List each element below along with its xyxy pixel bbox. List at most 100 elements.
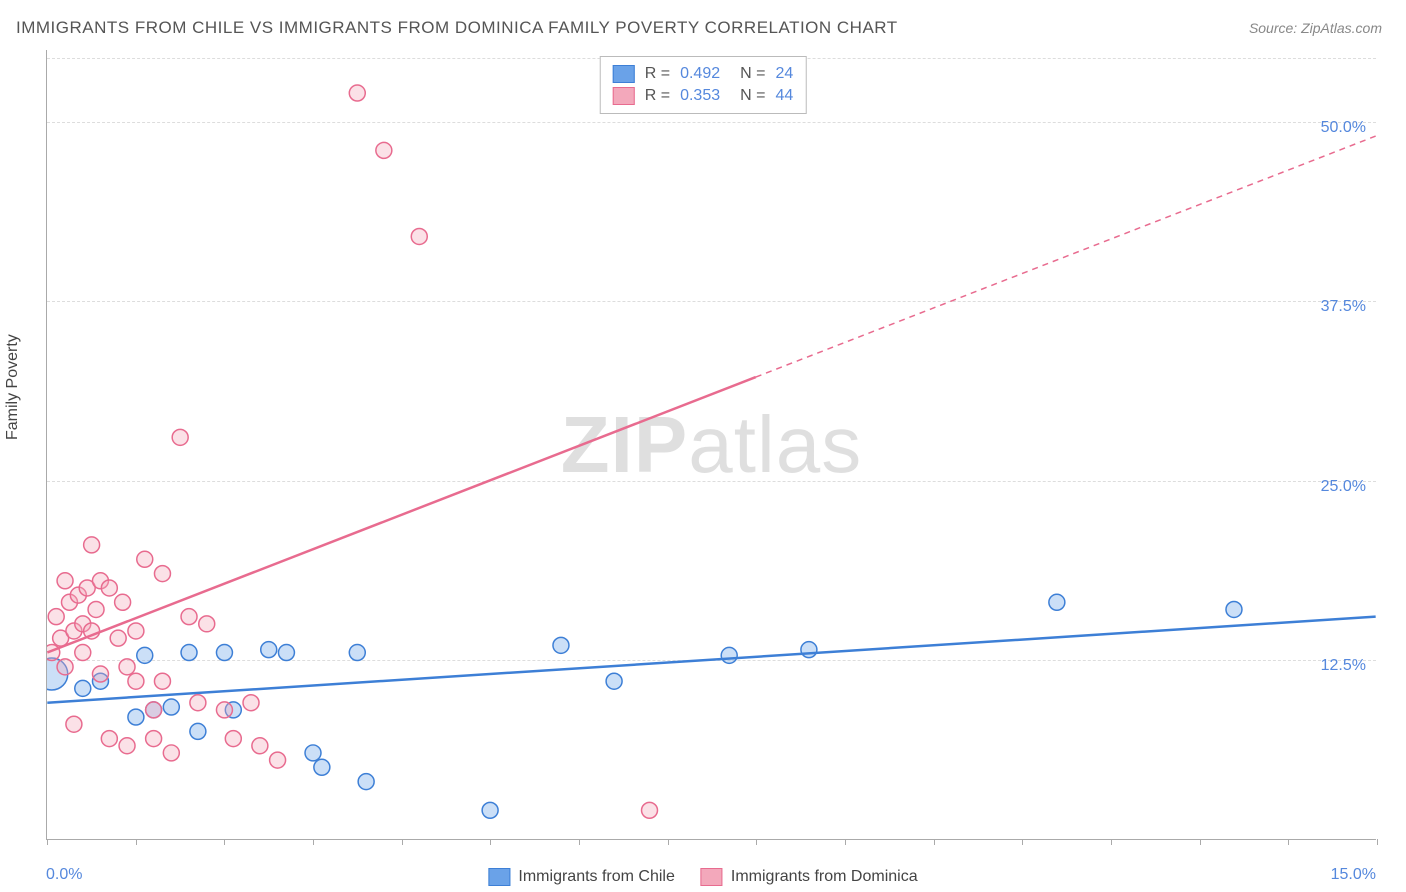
data-point [261, 642, 277, 658]
legend-r-label: R = [645, 65, 670, 83]
data-point [181, 645, 197, 661]
legend-n-label: N = [740, 65, 765, 83]
y-axis-title: Family Poverty [4, 334, 22, 440]
trend-line-extrapolated [756, 136, 1376, 377]
correlation-legend: R = 0.492 N = 24 R = 0.353 N = 44 [600, 56, 807, 114]
legend-series-item: Immigrants from Chile [488, 868, 674, 886]
data-point [48, 609, 64, 625]
x-axis-max-label: 15.0% [1331, 866, 1376, 884]
x-tick [402, 839, 403, 845]
data-point [163, 699, 179, 715]
data-point [172, 429, 188, 445]
data-point [128, 673, 144, 689]
legend-correlation-row: R = 0.353 N = 44 [613, 85, 794, 107]
chart-title: IMMIGRANTS FROM CHILE VS IMMIGRANTS FROM… [16, 18, 898, 38]
data-point [101, 731, 117, 747]
plot-area: ZIPatlas 12.5%25.0%37.5%50.0% [46, 50, 1376, 840]
x-tick [845, 839, 846, 845]
data-point [606, 673, 622, 689]
data-point [721, 647, 737, 663]
chart-svg [47, 50, 1376, 839]
data-point [101, 580, 117, 596]
x-axis-min-label: 0.0% [46, 866, 82, 884]
data-point [225, 731, 241, 747]
x-tick [1022, 839, 1023, 845]
data-point [88, 601, 104, 617]
legend-swatch [613, 65, 635, 83]
legend-swatch [488, 868, 510, 886]
data-point [243, 695, 259, 711]
data-point [376, 142, 392, 158]
data-point [642, 802, 658, 818]
data-point [553, 637, 569, 653]
data-point [146, 731, 162, 747]
x-tick [1288, 839, 1289, 845]
data-point [190, 723, 206, 739]
series-legend: Immigrants from Chile Immigrants from Dom… [488, 868, 917, 886]
data-point [137, 551, 153, 567]
data-point [349, 645, 365, 661]
data-point [163, 745, 179, 761]
legend-series-item: Immigrants from Dominica [701, 868, 918, 886]
trend-line [47, 617, 1375, 703]
x-tick [136, 839, 137, 845]
data-point [314, 759, 330, 775]
data-point [75, 645, 91, 661]
data-point [278, 645, 294, 661]
legend-r-value: 0.353 [680, 87, 720, 105]
data-point [146, 702, 162, 718]
source-attribution: Source: ZipAtlas.com [1249, 20, 1382, 36]
x-tick [1200, 839, 1201, 845]
data-point [128, 709, 144, 725]
data-point [199, 616, 215, 632]
data-point [482, 802, 498, 818]
legend-r-value: 0.492 [680, 65, 720, 83]
data-point [181, 609, 197, 625]
legend-n-value: 24 [775, 65, 793, 83]
x-tick [47, 839, 48, 845]
trend-line [47, 377, 755, 652]
legend-n-value: 44 [775, 87, 793, 105]
data-point [119, 738, 135, 754]
data-point [115, 594, 131, 610]
data-point [119, 659, 135, 675]
data-point [252, 738, 268, 754]
data-point [137, 647, 153, 663]
data-point [216, 645, 232, 661]
x-tick [756, 839, 757, 845]
x-tick [490, 839, 491, 845]
data-point [349, 85, 365, 101]
data-point [1226, 601, 1242, 617]
data-point [190, 695, 206, 711]
data-point [128, 623, 144, 639]
x-tick [224, 839, 225, 845]
data-point [110, 630, 126, 646]
legend-swatch [701, 868, 723, 886]
data-point [801, 642, 817, 658]
data-point [305, 745, 321, 761]
data-point [1049, 594, 1065, 610]
data-point [216, 702, 232, 718]
data-point [411, 229, 427, 245]
data-point [57, 659, 73, 675]
data-point [270, 752, 286, 768]
data-point [154, 673, 170, 689]
data-point [154, 566, 170, 582]
data-point [358, 774, 374, 790]
legend-n-label: N = [740, 87, 765, 105]
x-tick [313, 839, 314, 845]
legend-r-label: R = [645, 87, 670, 105]
x-tick [668, 839, 669, 845]
x-tick [579, 839, 580, 845]
data-point [75, 680, 91, 696]
legend-series-label: Immigrants from Chile [518, 868, 674, 886]
legend-swatch [613, 87, 635, 105]
x-tick [1111, 839, 1112, 845]
data-point [92, 666, 108, 682]
x-tick [934, 839, 935, 845]
legend-correlation-row: R = 0.492 N = 24 [613, 63, 794, 85]
data-point [57, 573, 73, 589]
x-tick [1377, 839, 1378, 845]
data-point [84, 537, 100, 553]
data-point [66, 716, 82, 732]
